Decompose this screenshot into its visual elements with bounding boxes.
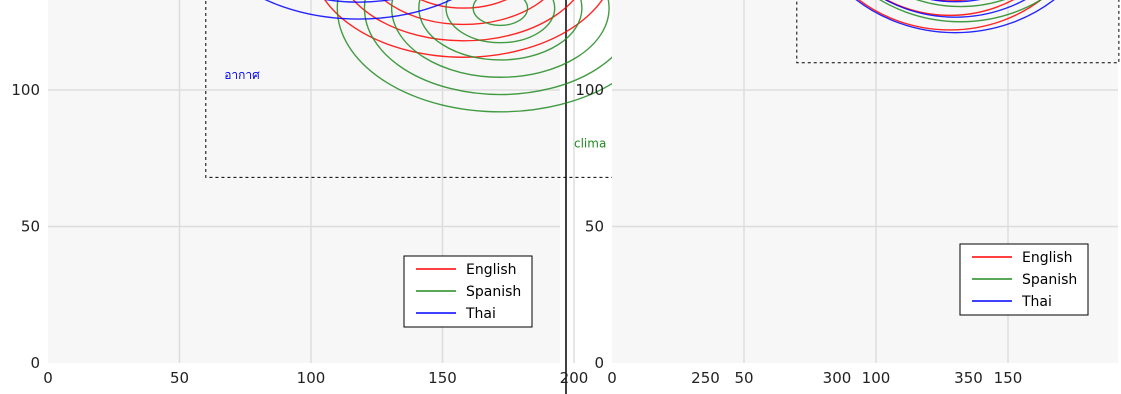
y-tick-label: 100 xyxy=(575,81,604,99)
x-tick-label: 50 xyxy=(734,369,753,387)
contour-spanish-1 xyxy=(445,0,556,44)
contour-spanish-1 xyxy=(915,0,1006,8)
y-tick-label: 50 xyxy=(21,218,40,236)
legend-label: English xyxy=(1022,250,1073,266)
contour-thai-1 xyxy=(930,0,981,3)
x-tick-label: 200 xyxy=(560,369,589,387)
contour-spanish-1 xyxy=(472,0,529,27)
x-tick-label: 100 xyxy=(862,369,891,387)
x-tick-label: 150 xyxy=(994,369,1023,387)
legend-label: Thai xyxy=(1021,294,1052,310)
contour-thai-1 xyxy=(884,0,1026,18)
legend-label: Spanish xyxy=(1022,272,1077,288)
chart-panel-2: 0501001502002503003500501001502002503003… xyxy=(575,0,1120,387)
legend-label: Thai xyxy=(465,306,496,322)
x-tick-label: 0 xyxy=(43,369,53,387)
contour-english-1 xyxy=(858,0,1042,31)
contour-spanish-1 xyxy=(418,0,583,61)
contour-english-1 xyxy=(352,0,575,42)
contour-thai-1 xyxy=(324,0,393,3)
y-tick-label: 0 xyxy=(594,354,604,372)
contour-english-1 xyxy=(885,0,1015,17)
contour-spanish-1 xyxy=(390,0,610,78)
contour-english-1 xyxy=(383,0,544,26)
legend: English Spanish Thai xyxy=(959,243,1089,316)
contour-english-1 xyxy=(324,0,603,58)
chart-panel-1: 0501001502002503003500501001502002503003… xyxy=(11,0,983,387)
legend-label: English xyxy=(466,262,517,278)
contour-thai-1 xyxy=(264,0,453,20)
x-tick-label: 350 xyxy=(954,369,983,387)
cluster-box-1 xyxy=(796,0,1120,64)
annotation-label: อากาศ xyxy=(224,68,260,82)
x-tick-label: 150 xyxy=(428,369,457,387)
legend-label: Spanish xyxy=(466,284,521,300)
contour-english-1 xyxy=(930,0,970,2)
y-tick-label: 50 xyxy=(585,218,604,236)
y-tick-label: 0 xyxy=(30,354,40,372)
contour-english-1 xyxy=(419,0,508,9)
x-tick-label: 250 xyxy=(691,369,720,387)
contour-thai-1 xyxy=(855,0,1055,34)
x-tick-label: 0 xyxy=(607,369,617,387)
y-tick-label: 100 xyxy=(11,81,40,99)
contour-spanish-1 xyxy=(879,0,1042,23)
legend: English Spanish Thai xyxy=(403,255,533,328)
x-tick-label: 300 xyxy=(823,369,852,387)
annotation-label: clima xyxy=(574,136,606,150)
x-tick-label: 50 xyxy=(170,369,189,387)
x-tick-label: 100 xyxy=(297,369,326,387)
